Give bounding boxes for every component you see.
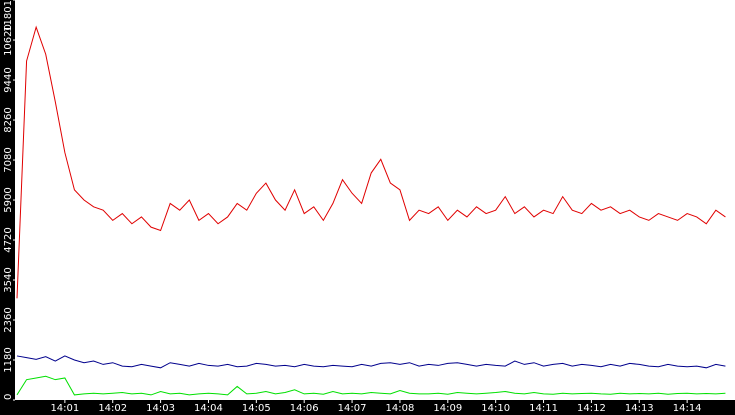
series-line bbox=[16, 355, 726, 369]
x-tick-label: 14:02 bbox=[98, 403, 127, 414]
y-tick-label: 10620 bbox=[3, 24, 14, 56]
y-tick-label: 7080 bbox=[3, 147, 14, 172]
y-tick-label: 11801 bbox=[3, 0, 14, 32]
x-tick-label: 14:04 bbox=[194, 403, 223, 414]
x-tick-label: 14:03 bbox=[146, 403, 175, 414]
x-tick-label: 14:09 bbox=[433, 403, 462, 414]
y-axis-strip bbox=[0, 0, 15, 415]
y-tick-label: 8260 bbox=[3, 107, 14, 132]
y-tick-label: 2360 bbox=[3, 307, 14, 332]
series-line bbox=[16, 25, 726, 299]
x-tick-label: 14:08 bbox=[386, 403, 415, 414]
x-tick-label: 14:05 bbox=[242, 403, 271, 414]
x-tick-label: 14:12 bbox=[577, 403, 606, 414]
x-tick-label: 14:10 bbox=[481, 403, 510, 414]
y-tick-label: 4720 bbox=[3, 227, 14, 252]
x-tick-label: 14:13 bbox=[625, 403, 654, 414]
series-line bbox=[16, 375, 726, 396]
y-tick-label: 0 bbox=[3, 394, 14, 400]
y-tick-label: 5900 bbox=[3, 187, 14, 212]
x-tick-label: 14:11 bbox=[529, 403, 558, 414]
y-tick-label: 9440 bbox=[3, 67, 14, 92]
x-tick-label: 14:07 bbox=[338, 403, 367, 414]
x-tick-label: 14:06 bbox=[290, 403, 319, 414]
y-tick-label: 1180 bbox=[3, 347, 14, 372]
x-tick-label: 14:14 bbox=[673, 403, 702, 414]
x-axis-strip bbox=[0, 400, 735, 415]
y-tick-label: 3540 bbox=[3, 267, 14, 292]
x-tick-label: 14:01 bbox=[50, 403, 79, 414]
